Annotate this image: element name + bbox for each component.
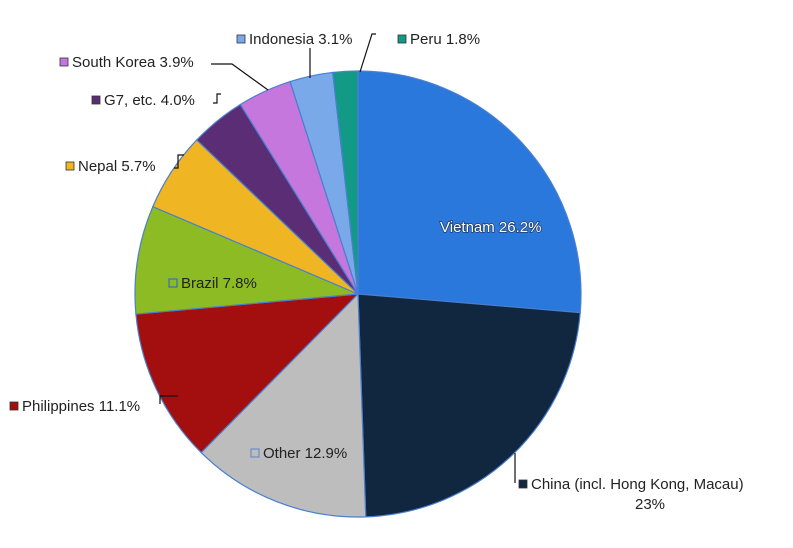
leader-line-g7-etc — [213, 93, 221, 104]
label-marker-nepal — [65, 161, 75, 171]
slice-label-brazil: Brazil 7.8% — [181, 275, 257, 292]
pie-slice-philippines — [135, 293, 360, 454]
label-marker-other — [250, 448, 260, 458]
slice-labels: Vietnam 26.2% China (incl. Hong Kong, Mac… — [9, 31, 744, 513]
label-marker-peru — [397, 34, 407, 44]
slice-label-vietnam: Vietnam 26.2% — [440, 219, 541, 236]
pie-slice-peru — [332, 70, 359, 295]
label-marker-g7-etc — [91, 95, 101, 105]
label-marker-philippines — [9, 401, 19, 411]
leader-lines — [159, 33, 516, 483]
leader-line-philippines — [159, 395, 178, 404]
label-marker-brazil — [168, 278, 178, 288]
pie-slice-china-incl-hong-kong-macau — [357, 293, 581, 518]
slice-label-philippines: Philippines 11.1% — [22, 398, 140, 415]
slice-label-south-korea: South Korea 3.9% — [72, 54, 194, 71]
slice-label-nepal: Nepal 5.7% — [78, 158, 156, 175]
leader-line-nepal — [174, 154, 184, 169]
label-marker-south-korea — [59, 57, 69, 67]
leader-line-south-korea — [211, 63, 269, 91]
slice-label-value-china-incl-hong-kong-macau: 23% — [635, 496, 665, 513]
slice-label-g7-etc: G7, etc. 4.0% — [104, 92, 195, 109]
label-marker-china-incl-hong-kong-macau — [518, 479, 528, 489]
slice-label-china-incl-hong-kong-macau: China (incl. Hong Kong, Macau) — [531, 476, 744, 493]
slice-label-other: Other 12.9% — [263, 445, 347, 462]
label-marker-indonesia — [236, 34, 246, 44]
slice-label-peru: Peru 1.8% — [410, 31, 480, 48]
pie-slices — [134, 70, 582, 518]
pie-slice-vietnam — [357, 70, 582, 314]
pie-slice-other — [200, 292, 367, 518]
leader-line-peru — [359, 33, 376, 73]
pie-slice-brazil — [134, 205, 359, 315]
slice-label-indonesia: Indonesia 3.1% — [249, 31, 352, 48]
